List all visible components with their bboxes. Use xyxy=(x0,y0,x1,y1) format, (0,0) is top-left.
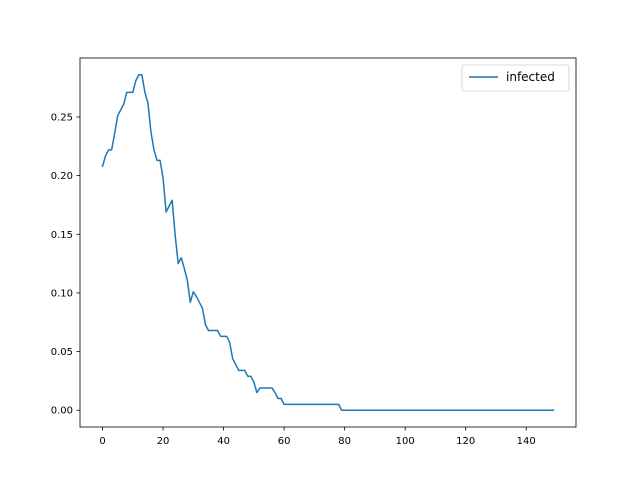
x-tick-label: 0 xyxy=(99,436,105,447)
series-layer xyxy=(101,74,555,411)
y-tick-label: 0.25 xyxy=(51,112,73,123)
x-tick-label: 20 xyxy=(157,436,170,447)
legend: infected xyxy=(461,64,570,92)
series-line-infected xyxy=(101,74,555,411)
legend-label: infected xyxy=(506,70,555,84)
plot-area-frame xyxy=(79,57,577,428)
y-tick-label: 0.05 xyxy=(51,347,73,358)
axis-ticks: 0 20 40 60 80 100 120 140 0.00 0.05 0.10 0.15 0.20 0.… xyxy=(51,112,536,447)
y-tick-label: 0.15 xyxy=(51,230,73,241)
x-tick-label: 140 xyxy=(517,436,536,447)
y-tick-label: 0.00 xyxy=(51,406,73,417)
x-tick-label: 60 xyxy=(278,436,291,447)
legend-box xyxy=(461,64,570,92)
x-tick-label: 80 xyxy=(338,436,351,447)
x-tick-label: 100 xyxy=(396,436,415,447)
x-tick-label: 40 xyxy=(217,436,230,447)
y-tick-label: 0.10 xyxy=(51,288,73,299)
y-tick-label: 0.20 xyxy=(51,171,73,182)
x-tick-label: 120 xyxy=(456,436,475,447)
